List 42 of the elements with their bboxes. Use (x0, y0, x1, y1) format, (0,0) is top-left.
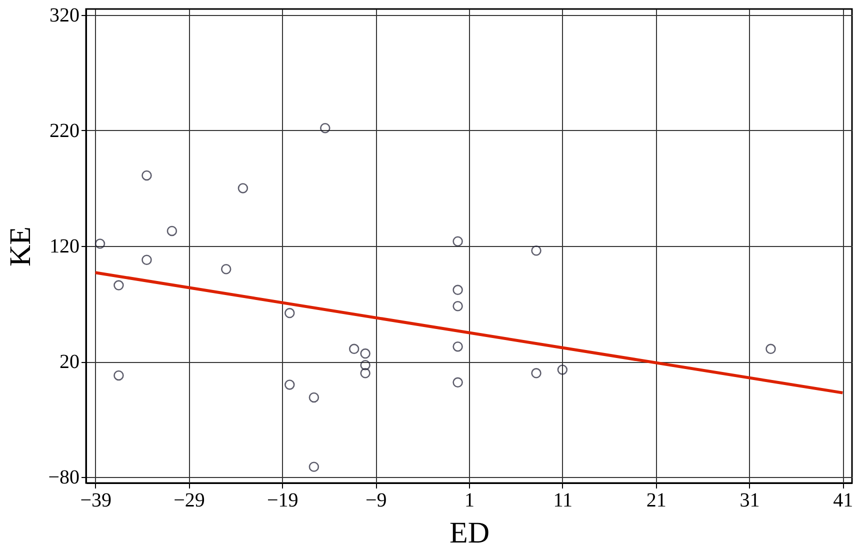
point (114, 370, 124, 381)
point (531, 246, 542, 256)
point (284, 380, 295, 390)
x-tick-label: 21 (646, 490, 666, 512)
point (360, 368, 370, 378)
point (142, 170, 152, 181)
point (766, 344, 776, 354)
y-tick-label: 320 (50, 4, 80, 26)
point (452, 284, 463, 296)
x-tick-label: −39 (80, 490, 112, 512)
x-tick-label: 1 (464, 490, 474, 512)
y-tick-label: 20 (60, 351, 80, 374)
x-tick-label: 31 (740, 490, 760, 512)
point (452, 341, 463, 352)
point (531, 368, 542, 378)
point (166, 226, 178, 236)
point (221, 264, 232, 274)
point (308, 462, 320, 472)
x-axis-title: ED (450, 516, 490, 550)
point (114, 280, 124, 290)
point (284, 308, 295, 318)
point (360, 360, 370, 370)
x-tick-label: −29 (174, 490, 205, 512)
point (557, 364, 568, 375)
y-tick-label: −80 (48, 466, 80, 489)
y-axis-title: KE (4, 226, 38, 266)
y-tick-label: 220 (50, 120, 80, 142)
point (452, 301, 463, 312)
point (452, 236, 463, 246)
point (308, 392, 320, 403)
point (360, 348, 370, 359)
x-tick-label: −9 (365, 490, 387, 512)
y-tick-label: 120 (50, 236, 80, 258)
x-tick-label: 11 (553, 490, 573, 512)
point (320, 122, 330, 134)
x-tick-label: −19 (267, 490, 298, 512)
x-tick-label: 41 (833, 490, 854, 512)
point (94, 238, 106, 249)
point (142, 254, 152, 265)
point (238, 183, 248, 194)
point (452, 377, 463, 388)
point (348, 344, 360, 354)
